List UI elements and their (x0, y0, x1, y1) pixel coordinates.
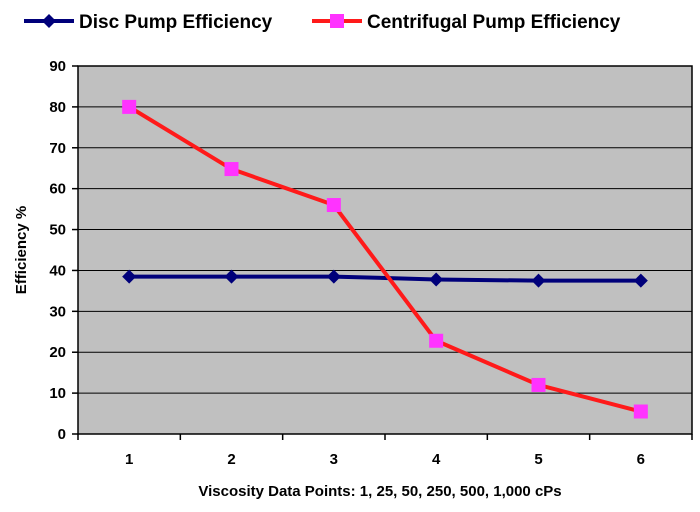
x-tick-label: 6 (637, 451, 645, 468)
disc-point (429, 272, 444, 287)
centrifugal-point (326, 198, 341, 213)
series-lines (128, 105, 642, 414)
x-tick-label: 4 (432, 451, 441, 468)
x-axis-ticks: 1 2 3 4 5 6 (77, 434, 693, 468)
legend: Disc Pump Efficiency Centrifugal Pump Ef… (17, 3, 683, 39)
x-tick-label: 3 (330, 451, 338, 468)
y-tick-label: 50 (49, 222, 66, 239)
y-tick-label: 0 (58, 426, 66, 443)
disc-point (224, 269, 239, 284)
y-tick-label: 90 (49, 58, 66, 75)
x-axis-title: Viscosity Data Points: 1, 25, 50, 250, 5… (198, 483, 561, 500)
y-axis-ticks: 0 10 20 30 40 50 60 70 80 90 (49, 58, 78, 443)
series-line-centrifugal (128, 105, 642, 414)
legend-label-disc: Disc Pump Efficiency (79, 12, 273, 33)
series-markers (122, 99, 648, 419)
centrifugal-point (122, 99, 137, 114)
centrifugal-point (429, 333, 444, 348)
y-tick-label: 40 (49, 262, 66, 279)
disc-point (326, 269, 341, 284)
x-tick-label: 2 (227, 451, 235, 468)
disc-point (122, 269, 137, 284)
centrifugal-point (531, 377, 546, 392)
y-tick-label: 30 (49, 303, 66, 320)
disc-point (633, 273, 648, 288)
legend-marker-disc (42, 14, 56, 28)
y-tick-label: 80 (49, 99, 66, 116)
x-tick-label: 5 (534, 451, 542, 468)
legend-marker-centrifugal (330, 14, 344, 28)
legend-label-centrifugal: Centrifugal Pump Efficiency (367, 12, 621, 33)
y-tick-label: 20 (49, 344, 66, 361)
y-tick-label: 10 (49, 385, 66, 402)
series-line-disc (129, 274, 641, 283)
plot-area (77, 65, 693, 435)
centrifugal-point (633, 404, 648, 419)
y-tick-label: 60 (49, 181, 66, 198)
x-tick-label: 1 (125, 451, 133, 468)
disc-point (531, 273, 546, 288)
gridlines (78, 106, 692, 394)
y-axis-title: Efficiency % (13, 206, 30, 294)
y-tick-label: 70 (49, 140, 66, 157)
centrifugal-point (224, 162, 239, 177)
